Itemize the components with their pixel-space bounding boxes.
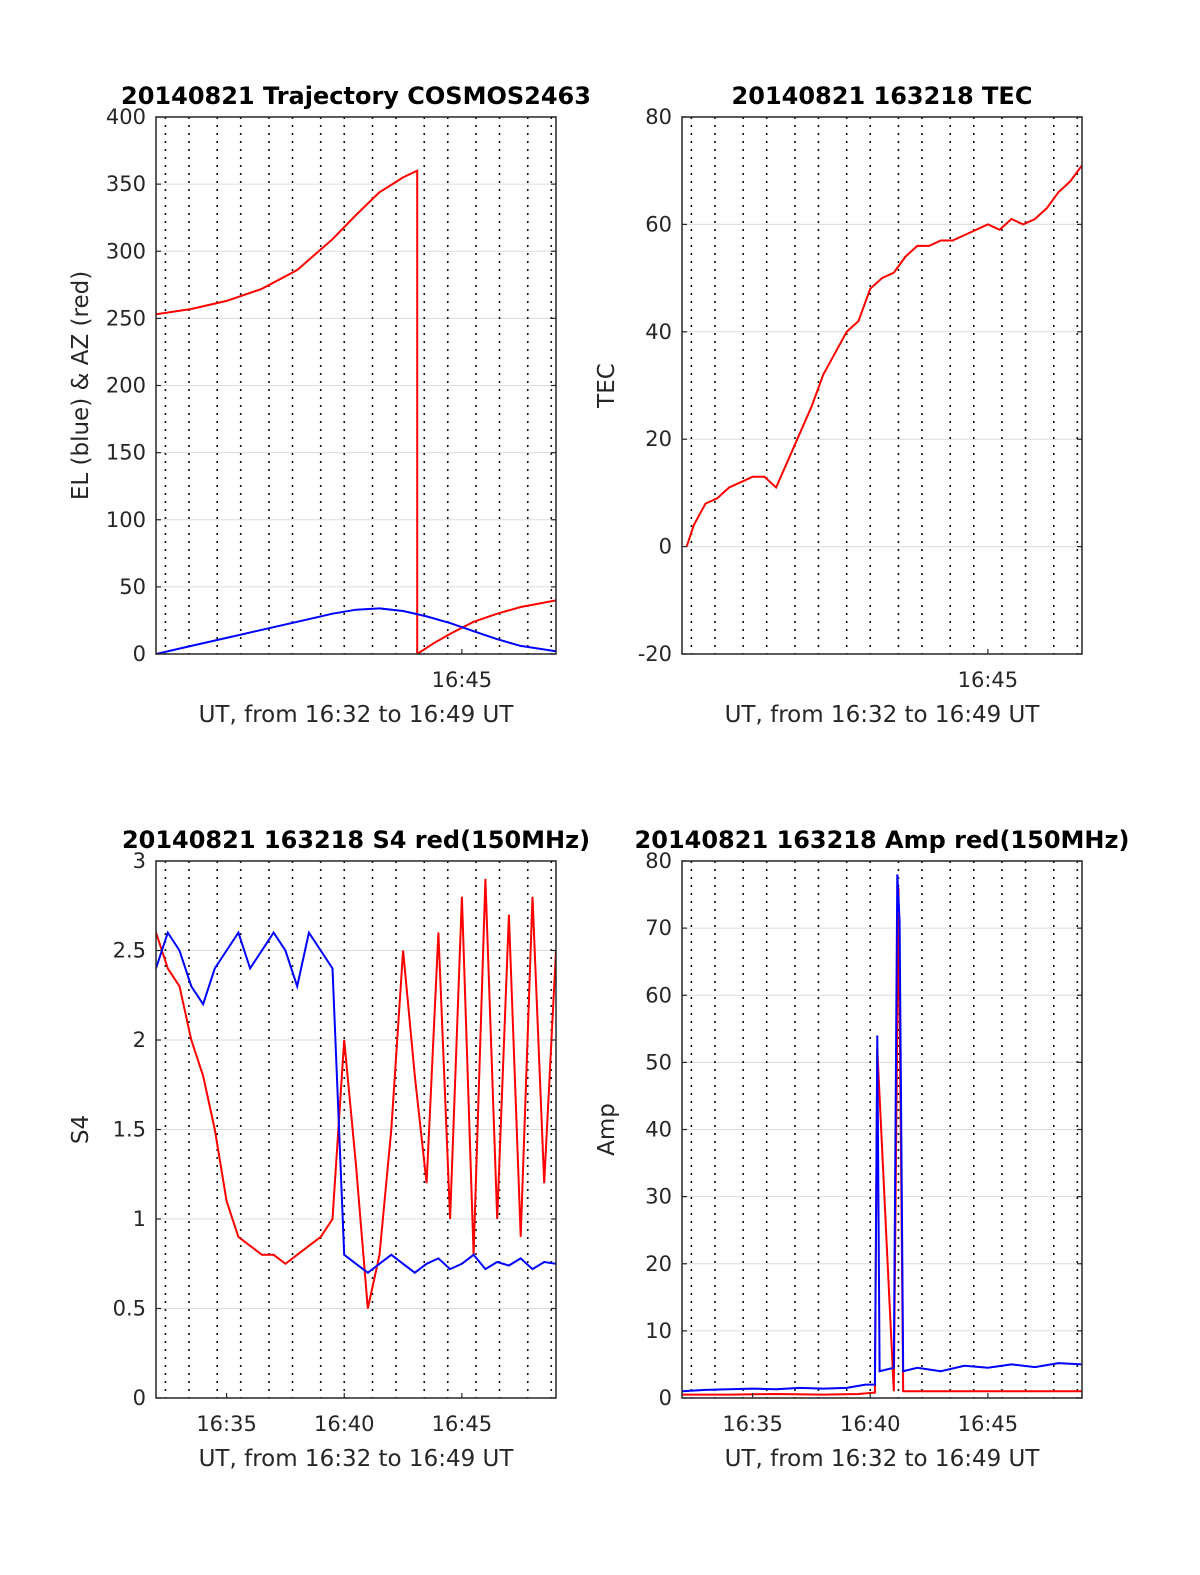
y-tick-label: 70 (645, 916, 672, 940)
y-tick-label: 40 (645, 1118, 672, 1142)
x-tick-label: 16:40 (314, 1412, 375, 1436)
y-tick-label: 400 (106, 105, 146, 129)
y-tick-label: 40 (645, 320, 672, 344)
y-tick-label: 20 (645, 427, 672, 451)
series-line-2 (156, 930, 556, 1274)
y-tick-label: 250 (106, 306, 146, 330)
y-tick-label: 10 (645, 1319, 672, 1343)
chart-4: 0 10 20 30 40 50 60 70 80 16:35 16:40 16:45 20140821… (594, 826, 1129, 1472)
chart-title: 20140821 Trajectory COSMOS2463 (121, 82, 591, 110)
series-line-1 (682, 887, 1082, 1396)
y-tick-label: 1.5 (113, 1118, 146, 1142)
y-axis-label: S4 (68, 1115, 94, 1144)
series-line-2 (156, 607, 556, 654)
y-tick-label: 1 (133, 1207, 146, 1231)
y-tick-label: 2 (133, 1028, 146, 1052)
y-tick-label: 150 (106, 441, 146, 465)
y-tick-label: 80 (645, 849, 672, 873)
y-axis-label: TEC (594, 363, 620, 409)
chart-title: 20140821 163218 TEC (732, 82, 1033, 110)
chart-1: 0 50 100 150 200 250 300 350 400 16:45 20140821 Tr… (68, 82, 591, 728)
y-tick-label: 80 (645, 105, 672, 129)
y-tick-label: 2.5 (113, 939, 146, 963)
x-tick-label: 16:40 (840, 1412, 901, 1436)
x-tick-label: 16:45 (432, 1412, 493, 1436)
series-line-1 (685, 164, 1082, 547)
y-tick-label: 350 (106, 172, 146, 196)
y-tick-label: 200 (106, 374, 146, 398)
y-tick-label: 100 (106, 508, 146, 532)
x-axis-label: UT, from 16:32 to 16:49 UT (199, 1446, 515, 1472)
y-tick-label: 300 (106, 239, 146, 263)
y-tick-label: -20 (638, 642, 672, 666)
y-tick-label: 50 (645, 1050, 672, 1074)
y-tick-label: 20 (645, 1252, 672, 1276)
chart-title: 20140821 163218 S4 red(150MHz) (122, 826, 590, 854)
series-line-1 (156, 878, 556, 1309)
chart-3: 0 0.5 1 1.5 2 2.5 3 16:35 16:40 16:45 20140821 163… (68, 826, 590, 1472)
series-line-1 (156, 169, 556, 654)
x-axis-label: UT, from 16:32 to 16:49 UT (725, 1446, 1041, 1472)
y-tick-label: 60 (645, 212, 672, 236)
plot-area (682, 117, 1082, 654)
y-tick-label: 30 (645, 1185, 672, 1209)
y-axis-label: EL (blue) & AZ (red) (68, 271, 94, 500)
y-tick-label: 3 (133, 849, 146, 873)
y-tick-label: 60 (645, 983, 672, 1007)
x-axis-label: UT, from 16:32 to 16:49 UT (199, 702, 515, 728)
y-tick-label: 0 (133, 1386, 146, 1410)
chart-title: 20140821 163218 Amp red(150MHz) (635, 826, 1130, 854)
x-tick-label: 16:45 (958, 668, 1019, 692)
chart-2: -20 0 20 40 60 80 16:45 20140821 163218 TEC UT, … (594, 82, 1083, 728)
axes-box (681, 116, 1083, 655)
x-tick-label: 16:45 (432, 668, 493, 692)
y-tick-label: 0 (659, 1386, 672, 1410)
y-tick-label: 0 (133, 642, 146, 666)
y-tick-label: 50 (119, 575, 146, 599)
series-line-2 (682, 874, 1082, 1393)
x-tick-label: 16:35 (196, 1412, 257, 1436)
y-tick-label: 0.5 (113, 1297, 146, 1321)
x-tick-label: 16:45 (958, 1412, 1019, 1436)
x-tick-label: 16:35 (722, 1412, 783, 1436)
y-axis-label: Amp (594, 1103, 620, 1156)
y-tick-label: 0 (659, 535, 672, 559)
x-axis-label: UT, from 16:32 to 16:49 UT (725, 702, 1041, 728)
